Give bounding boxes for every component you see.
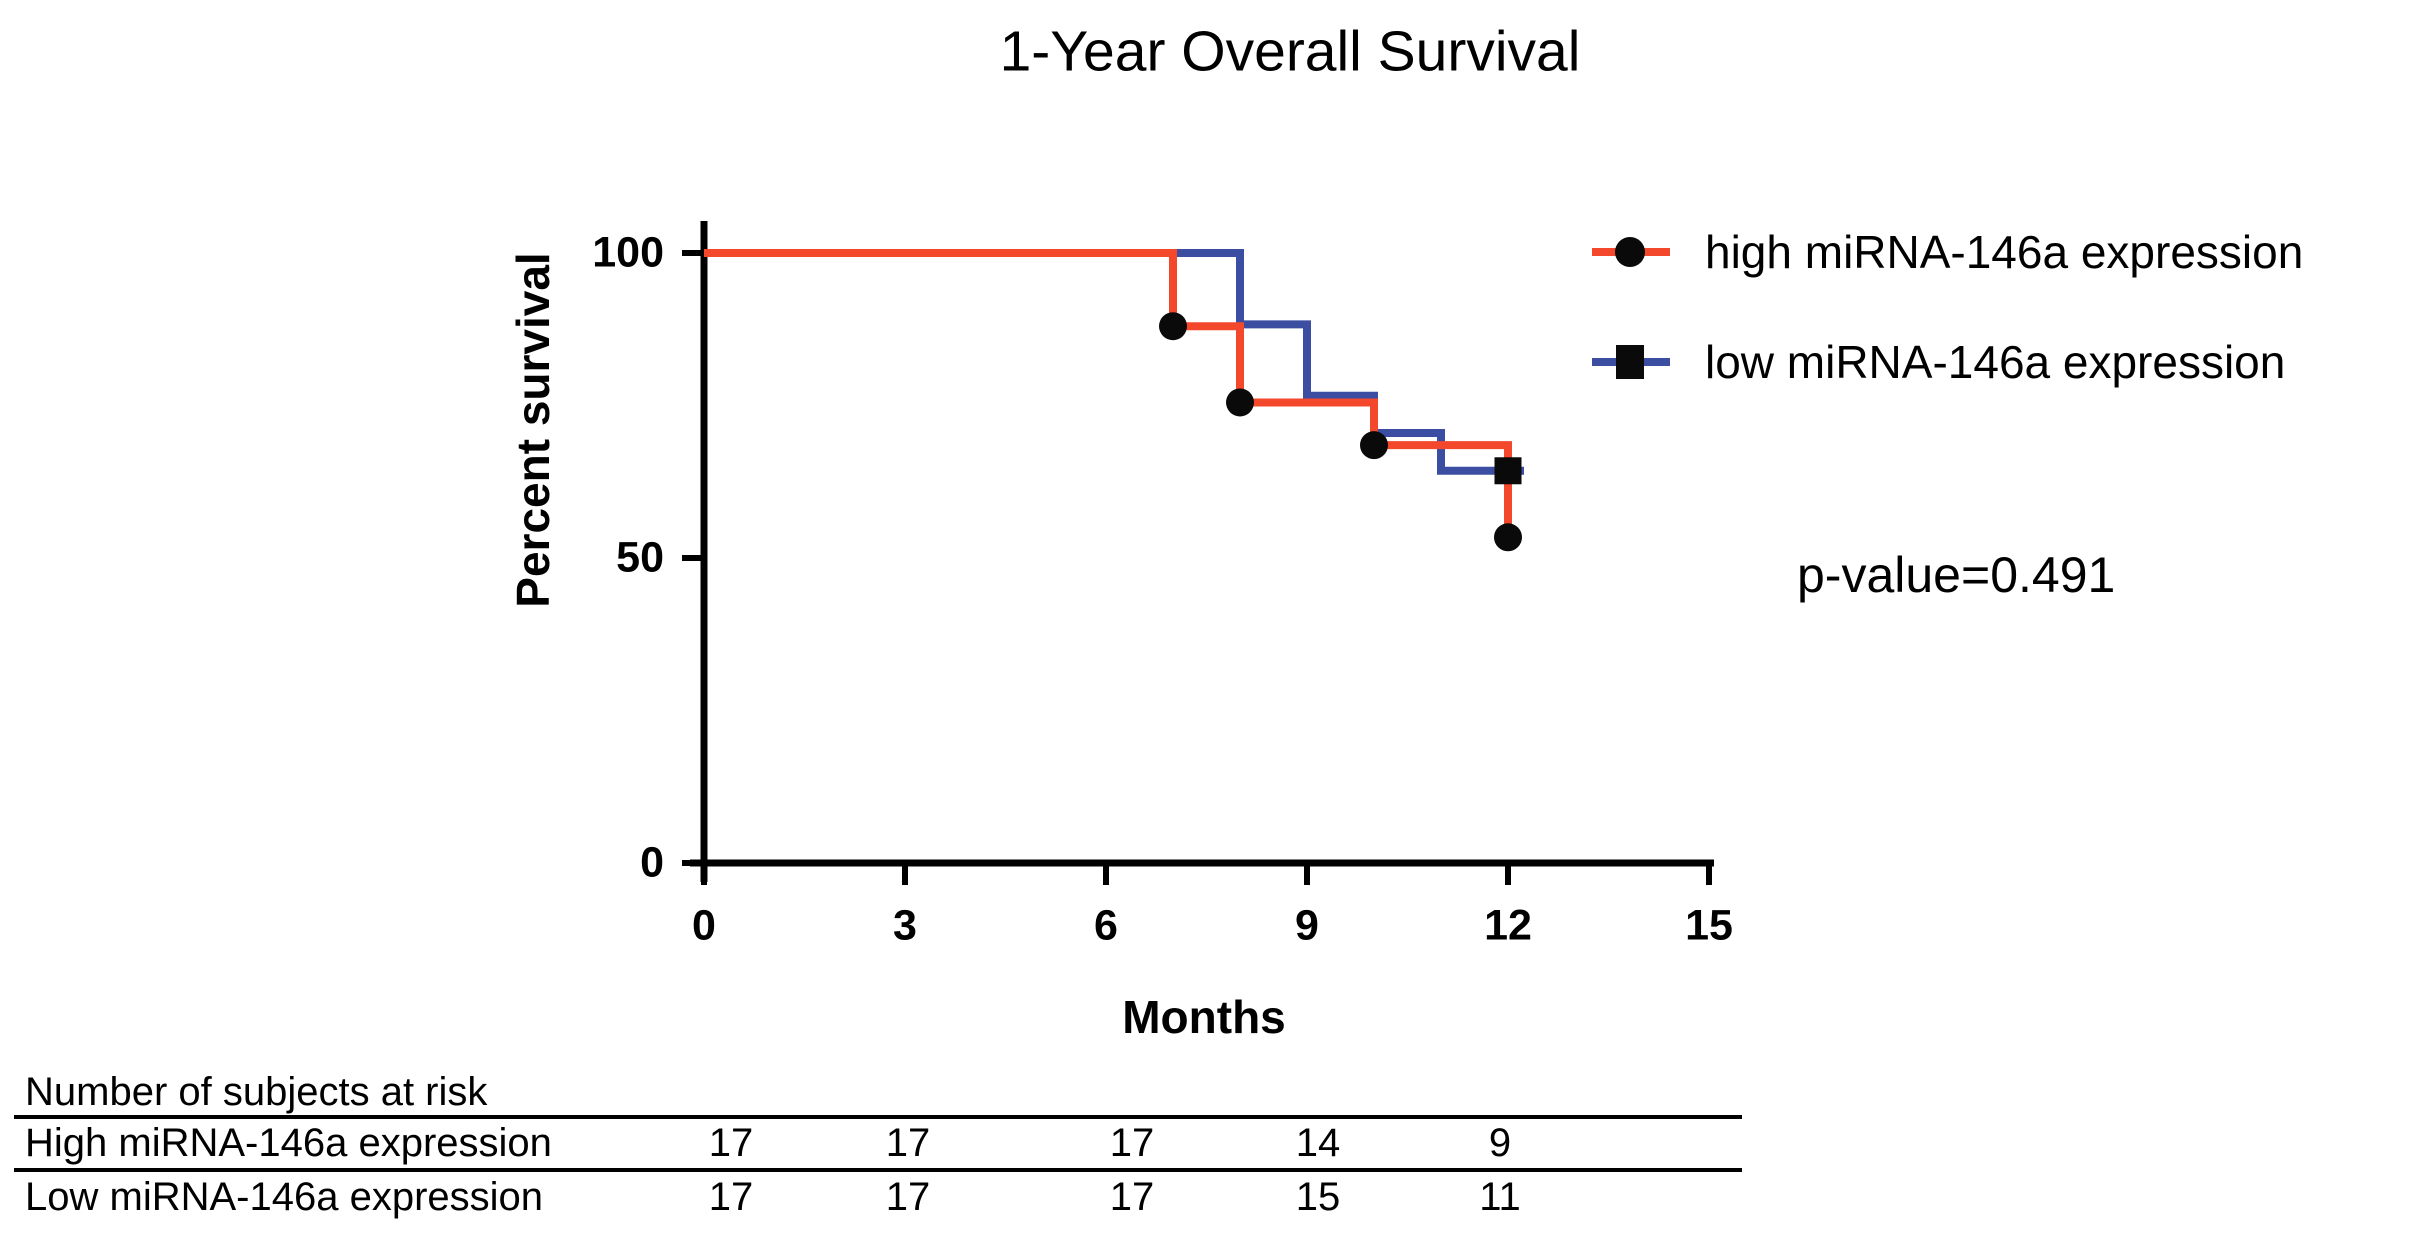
risk-table-header: Number of subjects at risk <box>25 1070 488 1114</box>
x-tick-label-9: 9 <box>1295 901 1319 950</box>
event-marker-circle <box>1494 523 1522 552</box>
x-tick-label-3: 3 <box>893 901 917 950</box>
y-tick-label-100: 100 <box>592 228 664 277</box>
x-tick-label-12: 12 <box>1484 901 1532 950</box>
risk-count-high-m6: 17 <box>1109 1121 1155 1165</box>
survival-curve-low <box>704 249 1524 475</box>
x-tick-label-0: 0 <box>692 901 716 950</box>
y-tick-label-0: 0 <box>640 838 664 887</box>
legend-label-high: high miRNA-146a expression <box>1705 226 2304 278</box>
x-axis-label: Months <box>1122 991 1286 1043</box>
risk-table-row-label-low: Low miRNA-146a expression <box>25 1175 544 1219</box>
survival-curve-high <box>704 249 1512 538</box>
chart-title: 1-Year Overall Survival <box>999 19 1581 84</box>
risk-count-high-m3: 17 <box>885 1121 931 1165</box>
risk-count-low-m6: 17 <box>1109 1175 1155 1219</box>
risk-count-low-m9: 15 <box>1295 1175 1341 1219</box>
event-marker-circle <box>1360 431 1388 460</box>
legend-circle-marker <box>1615 237 1645 267</box>
event-marker-circle <box>1226 388 1254 417</box>
censor-marker-square <box>1494 457 1522 485</box>
risk-table-row-label-high: High miRNA-146a expression <box>25 1121 552 1165</box>
y-tick-label-50: 50 <box>616 533 664 582</box>
risk-count-low-m3: 17 <box>885 1175 931 1219</box>
risk-count-low-m0: 17 <box>708 1175 754 1219</box>
legend-label-low: low miRNA-146a expression <box>1705 336 2286 388</box>
risk-count-high-m12: 9 <box>1488 1121 1512 1165</box>
risk-count-high-m9: 14 <box>1295 1121 1341 1165</box>
x-tick-label-15: 15 <box>1685 901 1733 950</box>
y-axis-label: Percent survival <box>507 252 559 608</box>
risk-count-high-m0: 17 <box>708 1121 754 1165</box>
legend-square-marker <box>1616 345 1644 379</box>
p-value-annotation: p-value=0.491 <box>1797 547 2116 603</box>
risk-count-low-m12: 11 <box>1479 1175 1521 1219</box>
x-tick-label-6: 6 <box>1094 901 1118 950</box>
event-marker-circle <box>1159 312 1187 341</box>
